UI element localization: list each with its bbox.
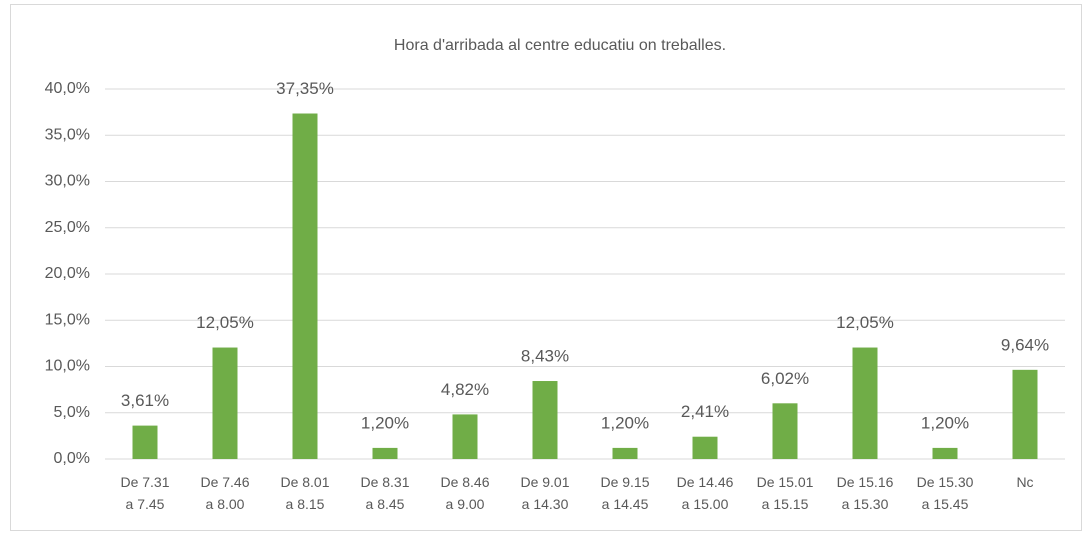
data-label: 6,02%: [761, 369, 809, 388]
chart-title: Hora d'arribada al centre educatiu on tr…: [394, 37, 726, 54]
bar: [532, 381, 558, 459]
bar: [932, 447, 958, 459]
bar: [132, 425, 158, 459]
x-tick-label: De 7.46 a 8.00: [200, 474, 249, 512]
x-tick-label: De 7.31 a 7.45: [120, 474, 169, 512]
y-tick-label: 40,0%: [45, 80, 90, 97]
data-label: 1,20%: [361, 413, 409, 432]
bar: [612, 447, 638, 459]
data-label: 37,35%: [276, 79, 334, 98]
x-tick-label: De 9.15 a 14.45: [600, 474, 649, 512]
x-tick-label: De 8.31 a 8.45: [360, 474, 409, 512]
y-tick-label: 25,0%: [45, 219, 90, 236]
bar: [772, 403, 798, 459]
x-tick-label: De 15.16 a 15.30: [837, 474, 894, 512]
x-tick-label: De 8.01 a 8.15: [280, 474, 329, 512]
y-tick-label: 5,0%: [54, 404, 90, 421]
bar: [1012, 369, 1038, 459]
data-label: 2,41%: [681, 402, 729, 421]
bar: [292, 113, 318, 459]
x-tick-label: De 9.01 a 14.30: [520, 474, 569, 512]
data-label: 1,20%: [921, 413, 969, 432]
x-tick-label: De 8.46 a 9.00: [440, 474, 489, 512]
bar: [692, 436, 718, 459]
data-label: 9,64%: [1001, 335, 1049, 354]
x-tick-label: De 15.01 a 15.15: [757, 474, 814, 512]
y-tick-label: 0,0%: [54, 450, 90, 467]
x-tick-label: De 14.46 a 15.00: [677, 474, 734, 512]
x-tick-label: De 15.30 a 15.45: [917, 474, 974, 512]
x-tick-label: Nc: [1016, 474, 1033, 490]
y-tick-label: 30,0%: [45, 173, 90, 190]
data-label: 1,20%: [601, 413, 649, 432]
data-label: 8,43%: [521, 347, 569, 366]
data-label: 3,61%: [121, 391, 169, 410]
y-tick-label: 10,0%: [45, 358, 90, 375]
y-tick-label: 20,0%: [45, 265, 90, 282]
data-label: 4,82%: [441, 380, 489, 399]
y-tick-label: 35,0%: [45, 126, 90, 143]
data-label: 12,05%: [836, 313, 894, 332]
y-tick-label: 15,0%: [45, 311, 90, 328]
bar: [852, 347, 878, 459]
bar: [372, 447, 398, 459]
data-label: 12,05%: [196, 313, 254, 332]
bar: [212, 347, 238, 459]
bar: [452, 414, 478, 459]
